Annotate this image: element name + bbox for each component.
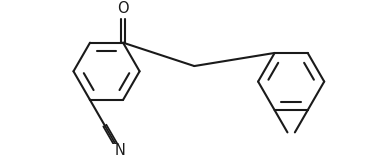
Text: N: N	[115, 143, 126, 158]
Text: O: O	[117, 1, 129, 16]
